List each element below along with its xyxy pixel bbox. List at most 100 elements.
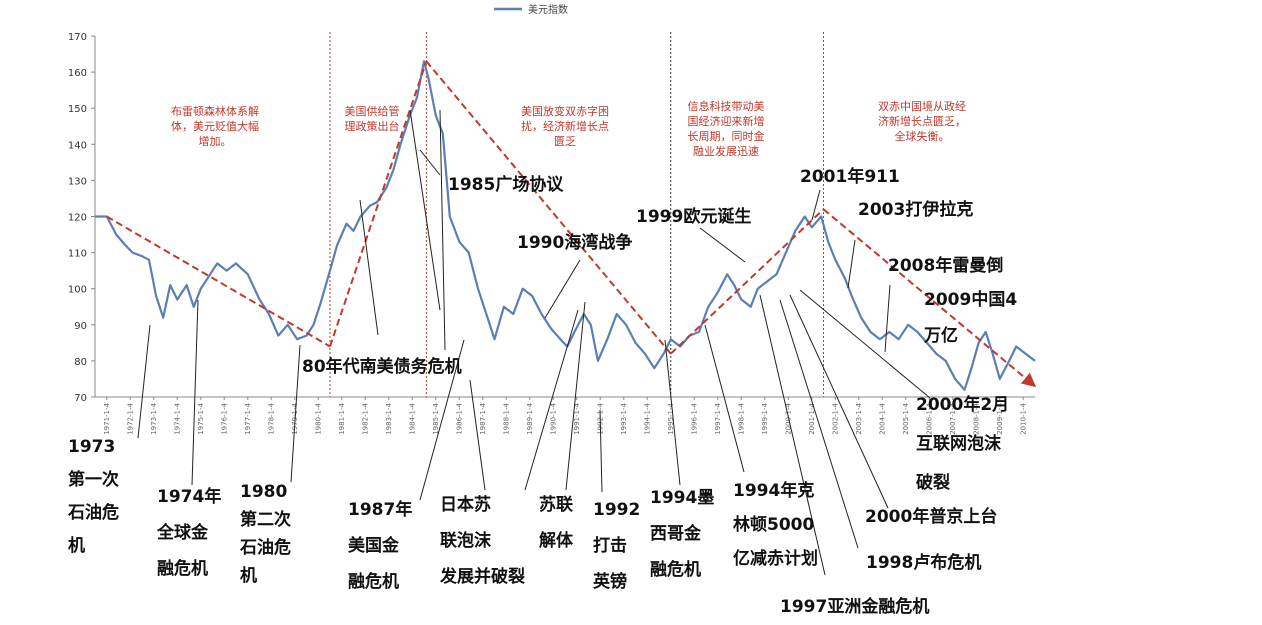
x-tick-label: 1988-1-4 (502, 402, 510, 434)
x-tick-label: 1976-1-4 (220, 402, 228, 434)
event-label: 2003打伊拉克 (858, 199, 973, 220)
phase-dividers (329, 32, 824, 397)
phase-label: 扰，经济新增长点 (521, 119, 609, 133)
y-tick-label: 130 (68, 176, 87, 187)
leader-line (664, 339, 681, 486)
event-label: 石油危 (239, 537, 291, 558)
event-label: 万亿 (923, 325, 958, 346)
leader-line (704, 324, 745, 473)
x-tick-label: 2008-1-4 (972, 402, 980, 434)
phase-label: 信息科技带动美 (688, 99, 765, 113)
x-tick-label: 1977-1-4 (244, 402, 252, 434)
leader-line (565, 301, 586, 491)
phase-label: 济新增长点匮乏， (878, 114, 966, 128)
event-label: 1998卢布危机 (866, 552, 981, 573)
leader-line (847, 239, 856, 289)
phase-label: 美国供给管 (345, 104, 400, 118)
trend-lines (106, 60, 1037, 388)
x-tick-label: 2005-1-4 (902, 402, 910, 434)
trend-line (822, 208, 1037, 388)
event-label: 80年代南美债务危机 (302, 356, 462, 377)
trend-line (425, 60, 672, 355)
x-tick-label: 2001-1-4 (808, 402, 816, 434)
x-tick-label: 1978-1-4 (267, 402, 275, 434)
y-tick-label: 120 (68, 213, 87, 224)
event-label: 1973 (68, 437, 115, 457)
x-tick-label: 1984-1-4 (408, 402, 416, 434)
leader-line (290, 344, 301, 483)
x-tick-label: 1973-1-4 (150, 402, 158, 434)
event-label: 2008年雷曼倒 (888, 255, 1003, 276)
event-label: 融危机 (348, 571, 399, 592)
x-tick-label: 2004-1-4 (878, 402, 886, 434)
event-label: 1985广场协议 (448, 174, 564, 195)
event-label: 2000年普京上台 (865, 506, 997, 527)
event-label: 苏联 (539, 494, 573, 515)
x-tick-label: 1991-1-4 (573, 402, 581, 434)
event-label: 破裂 (916, 472, 950, 493)
phase-label: 美国放变双赤字困 (521, 104, 609, 118)
x-tick-label: 1980-1-4 (314, 402, 322, 434)
leader-line (811, 189, 821, 221)
event-label: 1994年克 (733, 480, 814, 501)
phase-label: 理政策出台 (345, 119, 400, 133)
leader-line (699, 227, 746, 263)
phase-label: 布雷顿森林体系解 (171, 104, 259, 118)
x-tick-label: 1982-1-4 (361, 402, 369, 434)
x-tick-label: 2007-1-4 (949, 402, 957, 434)
leader-line (359, 199, 379, 336)
x-tick-label: 2006-1-4 (925, 402, 933, 434)
x-tick-label: 1981-1-4 (338, 402, 346, 434)
x-tick-label: 2002-1-4 (831, 402, 839, 434)
trend-line (670, 208, 825, 355)
leader-line (439, 109, 446, 351)
leader-line (419, 149, 441, 176)
phase-label: 体，美元贬值大幅 (171, 119, 259, 133)
y-tick-label: 140 (68, 140, 87, 151)
event-label: 1997亚洲金融危机 (780, 596, 929, 617)
phase-label: 融业发展迅速 (693, 144, 759, 158)
leader-line (884, 284, 891, 353)
trend-line (329, 60, 428, 347)
x-tick-label: 1975-1-4 (197, 402, 205, 434)
leader-line (524, 309, 579, 491)
x-tick-label: 2003-1-4 (855, 402, 863, 434)
event-label: 英镑 (593, 571, 627, 592)
y-tick-label: 110 (68, 249, 87, 260)
legend: 美元指数 (494, 3, 568, 16)
event-label: 1994墨 (650, 488, 714, 508)
event-label: 亿减赤计划 (733, 548, 818, 569)
event-label: 解体 (539, 530, 574, 551)
y-tick-label: 150 (68, 104, 87, 115)
x-tick-label: 1996-1-4 (690, 402, 698, 434)
series-line-dollar-index (95, 60, 1036, 391)
phase-label: 长周期，同时金 (688, 129, 765, 143)
x-tick-label: 2010-1-4 (1019, 402, 1027, 434)
phase-label: 全球失衡。 (895, 129, 950, 143)
leader-line (544, 259, 581, 319)
event-label: 1990海湾战争 (517, 232, 632, 253)
series (95, 60, 1036, 391)
event-label: 机 (240, 565, 257, 586)
event-label: 1974年 (157, 486, 221, 507)
leader-line (137, 324, 151, 439)
event-label: 1992 (593, 500, 640, 520)
event-label: 1980 (240, 482, 287, 502)
leader-line (789, 294, 889, 509)
event-label: 林顿5000 (733, 514, 814, 535)
x-tick-label: 1993-1-4 (620, 402, 628, 434)
x-tick-label: 1989-1-4 (526, 402, 534, 434)
leader-line (759, 294, 826, 576)
x-tick-label: 1990-1-4 (549, 402, 557, 434)
leader-lines (137, 109, 931, 576)
event-label: 石油危 (67, 502, 119, 523)
y-tick-label: 80 (74, 357, 87, 368)
leader-line (779, 299, 859, 549)
event-label: 融危机 (650, 559, 701, 580)
y-tick-label: 90 (74, 321, 87, 332)
trend-line (106, 215, 331, 348)
x-tick-label: 1986-1-4 (455, 402, 463, 434)
